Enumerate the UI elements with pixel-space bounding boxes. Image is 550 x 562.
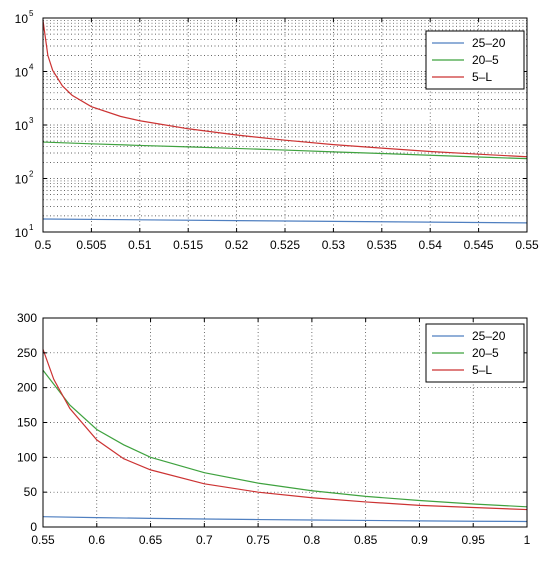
y-tick-label: 300 bbox=[17, 311, 37, 325]
y-tick-exponent: 5 bbox=[29, 9, 34, 18]
legend-label: 20–5 bbox=[472, 346, 499, 360]
y-tick-label: 10 bbox=[15, 119, 29, 133]
legend-label: 25–20 bbox=[472, 329, 506, 343]
x-tick-label: 0.55 bbox=[31, 533, 55, 547]
x-tick-label: 0.95 bbox=[462, 533, 486, 547]
x-tick-label: 0.5 bbox=[35, 238, 52, 252]
x-tick-label: 0.515 bbox=[173, 238, 203, 252]
y-tick-label: 250 bbox=[17, 346, 37, 360]
y-tick-label: 50 bbox=[24, 485, 38, 499]
legend-label: 20–5 bbox=[472, 53, 499, 67]
x-tick-label: 0.52 bbox=[225, 238, 249, 252]
x-tick-label: 0.55 bbox=[515, 238, 539, 252]
y-tick-label: 10 bbox=[15, 173, 29, 187]
series-line bbox=[42, 218, 528, 224]
y-tick-exponent: 4 bbox=[29, 63, 34, 72]
legend-label: 25–20 bbox=[472, 36, 506, 50]
x-tick-label: 0.7 bbox=[196, 533, 213, 547]
y-tick-exponent: 1 bbox=[29, 223, 34, 232]
x-tick-label: 0.545 bbox=[464, 238, 494, 252]
chart-bottom-linear: 0.55 0.6 0.65 0.7 0.75 0.8 0.85 0.9 0.95 1 0 50 100 1… bbox=[17, 311, 531, 547]
x-tick-label: 0.65 bbox=[139, 533, 163, 547]
x-tick-label: 0.505 bbox=[76, 238, 106, 252]
y-tick-label: 150 bbox=[17, 416, 37, 430]
x-tick-label: 1 bbox=[524, 533, 531, 547]
y-tick-label: 10 bbox=[15, 66, 29, 80]
chart-top-log: 0.5 0.505 0.51 0.515 0.52 0.525 0.53 0.535 0.54 0… bbox=[15, 9, 539, 252]
x-tick-label: 0.54 bbox=[419, 238, 443, 252]
x-tick-label: 0.51 bbox=[128, 238, 152, 252]
x-tick-label: 0.6 bbox=[88, 533, 105, 547]
legend-label: 5–L bbox=[472, 363, 492, 377]
series-line bbox=[42, 516, 528, 523]
y-tick-label: 100 bbox=[17, 450, 37, 464]
x-tick-label: 0.9 bbox=[411, 533, 428, 547]
x-tick-label: 0.525 bbox=[270, 238, 300, 252]
series-line bbox=[42, 141, 528, 160]
y-tick-label: 10 bbox=[15, 12, 29, 26]
x-tick-label: 0.53 bbox=[322, 238, 346, 252]
series-line bbox=[42, 369, 528, 508]
x-tick-label: 0.75 bbox=[246, 533, 270, 547]
y-tick-exponent: 2 bbox=[29, 170, 34, 179]
y-tick-label: 200 bbox=[17, 381, 37, 395]
legend-label: 5–L bbox=[472, 70, 492, 84]
x-tick-label: 0.85 bbox=[354, 533, 378, 547]
x-tick-label: 0.535 bbox=[367, 238, 397, 252]
y-tick-exponent: 3 bbox=[29, 116, 34, 125]
x-tick-label: 0.8 bbox=[304, 533, 321, 547]
series-line bbox=[42, 20, 528, 158]
y-tick-label: 10 bbox=[15, 226, 29, 240]
series-line bbox=[42, 349, 528, 511]
y-tick-label: 0 bbox=[30, 520, 37, 534]
